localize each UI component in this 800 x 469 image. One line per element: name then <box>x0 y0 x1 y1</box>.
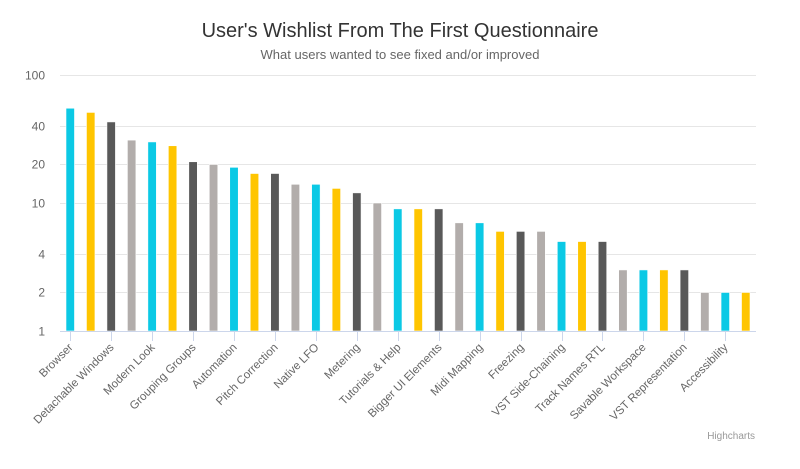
bar[interactable] <box>700 292 710 332</box>
bar[interactable] <box>536 231 546 332</box>
bar[interactable] <box>659 269 669 332</box>
y-tick-label: 4 <box>38 248 45 262</box>
y-tick-label: 2 <box>38 286 45 300</box>
y-tick-label: 40 <box>32 120 46 134</box>
bar[interactable] <box>168 145 178 332</box>
bar[interactable] <box>86 112 96 332</box>
chart-subtitle: What users wanted to see fixed and/or im… <box>261 47 540 62</box>
bar[interactable] <box>741 292 751 332</box>
bar[interactable] <box>679 269 689 332</box>
bar[interactable] <box>597 241 608 332</box>
y-tick-label: 10 <box>32 197 46 211</box>
y-axis-labels: 1 2 4 10 20 40 100 <box>25 69 45 339</box>
y-tick-label: 1 <box>38 325 45 339</box>
bar[interactable] <box>556 241 567 332</box>
bar[interactable] <box>638 269 648 332</box>
bar[interactable] <box>577 241 587 332</box>
bar[interactable] <box>618 269 628 332</box>
bar[interactable] <box>188 161 198 332</box>
bar[interactable] <box>106 121 116 332</box>
y-tick-label: 20 <box>32 158 46 172</box>
bar[interactable] <box>434 208 444 332</box>
bar[interactable] <box>249 173 260 332</box>
chart-title: User's Wishlist From The First Questionn… <box>202 20 599 42</box>
bar[interactable] <box>65 107 75 332</box>
bar[interactable] <box>208 164 219 332</box>
bar[interactable] <box>229 167 239 332</box>
bar[interactable] <box>331 188 341 332</box>
bar[interactable] <box>147 141 157 332</box>
bar[interactable] <box>127 139 137 332</box>
bar[interactable] <box>454 222 464 332</box>
bar[interactable] <box>720 292 730 332</box>
bar[interactable] <box>372 202 382 332</box>
y-tick-label: 100 <box>25 69 45 83</box>
bar[interactable] <box>311 184 321 332</box>
bar[interactable] <box>290 184 300 332</box>
bar[interactable] <box>413 208 423 332</box>
bar[interactable] <box>393 208 403 332</box>
bars <box>65 107 751 332</box>
bar[interactable] <box>516 231 526 332</box>
bar[interactable] <box>270 173 280 332</box>
bar[interactable] <box>475 222 485 332</box>
highcharts-credit[interactable]: Highcharts <box>707 431 755 442</box>
bar[interactable] <box>495 231 505 332</box>
bar[interactable] <box>352 192 362 332</box>
